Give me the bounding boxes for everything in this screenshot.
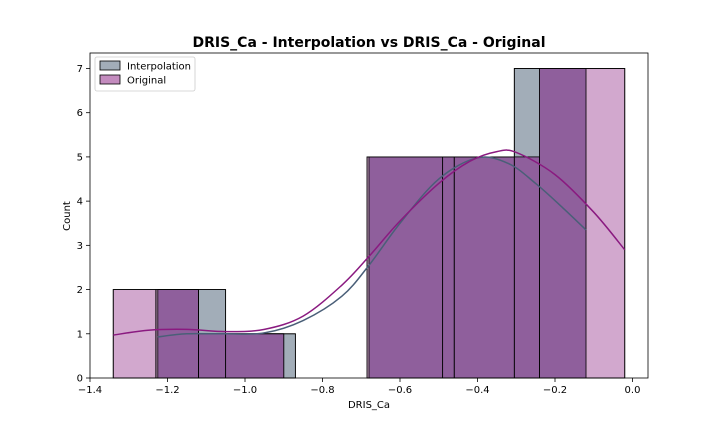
y-tick-label-7: 7: [77, 64, 83, 75]
legend-swatch-interpolation: [99, 60, 121, 71]
plot-frame: [89, 52, 649, 379]
axes: −1.4 −1.2 −1.0 −0.8 −0.6 −0.4 −0.2 0.0 0 1 2 3 4 5 6 7: [77, 52, 649, 396]
y-axis-label: Count: [62, 201, 73, 231]
x-tick-label-1: −1.2: [155, 385, 179, 396]
y-tick-label-0: 0: [77, 374, 83, 385]
x-axis-label: DRIS_Ca: [348, 400, 390, 411]
plot-area: [112, 68, 626, 379]
x-tick-label-6: −0.2: [543, 385, 567, 396]
chart-title: DRIS_Ca - Interpolation vs DRIS_Ca - Ori…: [192, 35, 545, 51]
original-kde-line: [113, 149, 626, 336]
overlap-bar-5-5: [454, 156, 515, 378]
y-tick-label-3: 3: [77, 241, 83, 252]
y-tick-label-5: 5: [77, 152, 83, 163]
x-tick-label-7: 0.0: [625, 385, 641, 396]
overlap-bar-4-4: [369, 156, 443, 378]
x-tick-label-0: −1.4: [78, 385, 102, 396]
legend: Interpolation Original: [94, 56, 196, 92]
y-tick-label-1: 1: [77, 329, 83, 340]
overlap-bar-1-2: [198, 333, 226, 378]
legend-swatch-original: [99, 74, 121, 85]
x-tick-label-5: −0.4: [465, 385, 489, 396]
x-tick-label-2: −1.0: [233, 385, 257, 396]
x-tick-label-3: −0.8: [310, 385, 334, 396]
overlap-bar-2-2: [225, 333, 284, 378]
y-tick-label-6: 6: [77, 108, 83, 119]
interpolation-kde-line: [157, 156, 587, 338]
legend-label-original: Original: [127, 76, 166, 87]
legend-label-interpolation: Interpolation: [127, 62, 191, 73]
y-tick-label-4: 4: [77, 197, 83, 208]
overlap-bar-6-5: [514, 156, 540, 378]
overlap-bar-5-4: [442, 156, 455, 378]
y-tick-label-2: 2: [77, 285, 83, 296]
x-tick-label-4: −0.6: [388, 385, 412, 396]
